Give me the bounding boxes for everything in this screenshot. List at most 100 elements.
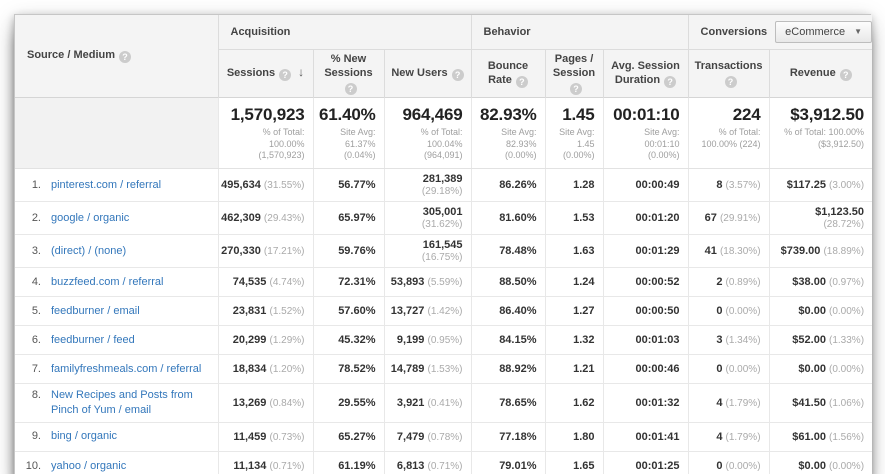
bounce-rate-value: 78.48% <box>499 245 537 258</box>
pages-session-value: 1.80 <box>573 430 595 443</box>
sessions-cell: 270,330 (17.21%) <box>217 234 313 268</box>
bounce-rate-value: 77.18% <box>499 430 537 443</box>
revenue-percent: (3.00%) <box>829 180 865 192</box>
avg-session-duration-value: 00:00:52 <box>635 276 680 289</box>
revenue-value: $52.00 <box>792 334 826 347</box>
source-medium-link[interactable]: buzzfeed.com / referral <box>51 275 164 288</box>
sessions-value: 462,309 <box>221 212 261 225</box>
new-users-cell: 3,921 (0.41%) <box>383 383 471 423</box>
help-icon[interactable]: ? <box>570 83 582 96</box>
pages-session-value: 1.32 <box>573 334 595 347</box>
sessions-value: 23,831 <box>232 305 267 318</box>
avg-session-duration-cell: 00:01:32 <box>602 383 689 423</box>
bounce-rate-cell: 79.01% <box>470 450 545 474</box>
help-icon[interactable]: ? <box>279 69 292 82</box>
new-sessions-cell: 59.76% <box>312 234 384 268</box>
help-icon[interactable]: ? <box>724 75 737 88</box>
transactions-value: 67 <box>704 212 717 225</box>
transactions-percent: (0.00%) <box>725 364 761 376</box>
avg-session-duration-value: 00:01:41 <box>635 430 680 443</box>
source-medium-link[interactable]: feedburner / feed <box>51 333 135 346</box>
bounce-rate-cell: 81.60% <box>470 201 545 235</box>
bounce-rate-value: 88.50% <box>499 276 537 289</box>
col-header-new-users[interactable]: New Users? <box>383 48 471 98</box>
col-header-bounce-rate[interactable]: Bounce Rate? <box>470 48 545 98</box>
col-header-transactions-label: Transactions <box>694 59 763 72</box>
transactions-cell: 41 (18.30%) <box>687 234 770 268</box>
col-header-revenue[interactable]: Revenue? <box>768 48 873 98</box>
new-users-cell: 7,479 (0.78%) <box>383 421 471 452</box>
source-medium-cell: 5. feedburner / email <box>15 296 218 326</box>
source-medium-cell: 9. bing / organic <box>15 421 218 452</box>
transactions-value: 2 <box>716 276 723 289</box>
dimension-header[interactable]: Source / Medium? <box>15 15 218 98</box>
transactions-cell: 8 (3.57%) <box>687 168 770 202</box>
col-header-avg-session-duration-label: Avg. Session Duration <box>611 59 680 86</box>
avg-session-duration-cell: 00:01:25 <box>602 450 689 474</box>
revenue-percent: (0.00%) <box>829 364 865 376</box>
sessions-percent: (0.73%) <box>269 431 305 443</box>
sessions-percent: (4.74%) <box>269 277 305 289</box>
revenue-percent: (0.00%) <box>829 461 865 473</box>
revenue-percent: (18.89%) <box>823 246 865 258</box>
sessions-cell: 11,459 (0.73%) <box>217 421 313 452</box>
avg-session-duration-cell: 00:00:52 <box>602 267 689 297</box>
totals-transactions-sub: % of Total: 100.00% (224) <box>701 127 761 149</box>
bounce-rate-cell: 88.50% <box>470 267 545 297</box>
bounce-rate-cell: 86.40% <box>470 296 545 326</box>
new-users-cell: 281,389 (29.18%) <box>383 168 471 202</box>
col-header-pages-session[interactable]: Pages / Session? <box>544 48 603 98</box>
source-medium-link[interactable]: familyfreshmeals.com / referral <box>51 362 202 375</box>
help-icon[interactable]: ? <box>344 83 357 96</box>
help-icon[interactable]: ? <box>515 75 528 88</box>
totals-pages-session: 1.45 Site Avg: 1.45 (0.00%) <box>544 97 603 170</box>
sessions-value: 270,330 <box>221 245 261 258</box>
source-medium-link[interactable]: yahoo / organic <box>51 459 127 472</box>
transactions-cell: 0 (0.00%) <box>687 296 770 326</box>
new-sessions-value: 57.60% <box>338 305 376 318</box>
sessions-value: 11,459 <box>233 430 267 443</box>
source-medium-link[interactable]: New Recipes and Posts from Pinch of Yum … <box>51 389 193 416</box>
transactions-cell: 4 (1.79%) <box>687 421 770 452</box>
col-header-transactions[interactable]: Transactions? <box>687 48 770 98</box>
pages-session-value: 1.63 <box>573 245 595 258</box>
sessions-value: 18,834 <box>232 363 267 376</box>
source-medium-link[interactable]: feedburner / email <box>51 304 140 317</box>
new-sessions-cell: 78.52% <box>312 354 384 384</box>
revenue-cell: $0.00 (0.00%) <box>768 450 873 474</box>
row-rank: 4. <box>31 275 41 288</box>
new-users-value: 9,199 <box>396 334 425 347</box>
col-header-new-sessions[interactable]: % New Sessions? <box>312 48 384 98</box>
source-medium-link[interactable]: bing / organic <box>51 430 118 443</box>
sessions-value: 74,535 <box>232 276 267 289</box>
transactions-value: 8 <box>716 179 723 192</box>
avg-session-duration-cell: 00:00:49 <box>602 168 689 202</box>
sessions-percent: (1.29%) <box>269 335 305 347</box>
col-header-sessions[interactable]: Sessions? ↓ <box>217 48 313 98</box>
new-users-percent: (0.71%) <box>427 461 463 473</box>
help-icon[interactable]: ? <box>839 68 852 81</box>
new-users-value: 281,389 <box>422 173 463 186</box>
revenue-cell: $41.50 (1.06%) <box>768 383 873 423</box>
col-header-avg-session-duration[interactable]: Avg. Session Duration? <box>602 48 689 98</box>
totals-pages-session-value: 1.45 <box>562 105 595 125</box>
help-icon[interactable]: ? <box>451 68 464 81</box>
avg-session-duration-value: 00:01:25 <box>635 460 680 473</box>
new-users-percent: (0.95%) <box>427 335 463 347</box>
conversions-goal-selector[interactable]: eCommerce ▼ <box>775 20 872 43</box>
pages-session-value: 1.28 <box>573 179 595 192</box>
bounce-rate-value: 79.01% <box>499 460 537 473</box>
revenue-cell: $0.00 (0.00%) <box>768 354 873 384</box>
revenue-value: $61.00 <box>792 430 826 443</box>
totals-sessions-sub: % of Total: 100.00% (1,570,923) <box>258 127 305 161</box>
source-medium-link[interactable]: (direct) / (none) <box>51 244 127 257</box>
help-icon[interactable]: ? <box>664 75 677 88</box>
source-medium-link[interactable]: pinterest.com / referral <box>51 178 162 191</box>
row-rank: 3. <box>31 244 41 257</box>
col-header-new-sessions-label: % New Sessions <box>324 52 373 79</box>
help-icon[interactable]: ? <box>119 51 132 64</box>
source-medium-link[interactable]: google / organic <box>51 211 130 224</box>
transactions-percent: (1.79%) <box>725 431 761 443</box>
group-acquisition: Acquisition <box>217 15 471 50</box>
totals-sessions-value: 1,570,923 <box>230 105 305 125</box>
